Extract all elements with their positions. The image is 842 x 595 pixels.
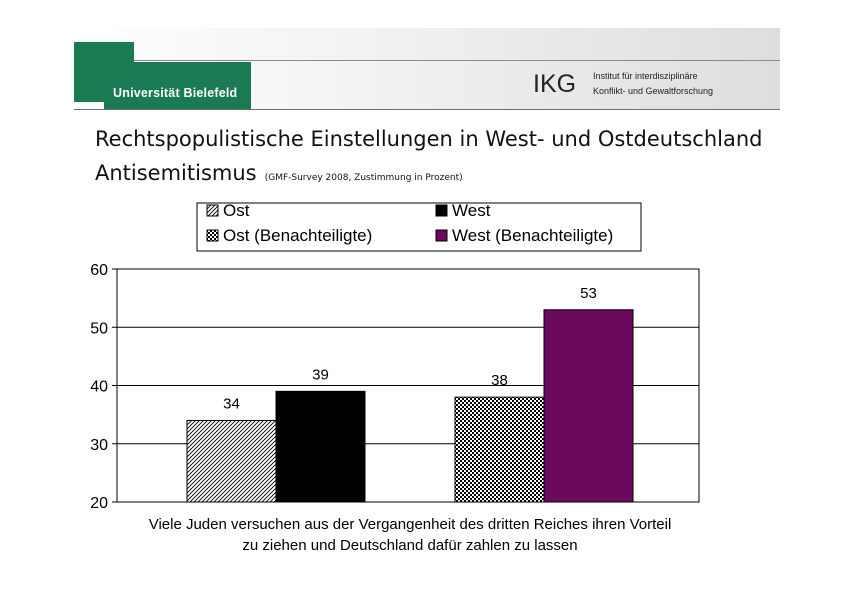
legend-label: West: [452, 201, 491, 220]
header-divider: [134, 60, 780, 61]
bar: [543, 309, 634, 503]
data-label: 39: [312, 366, 329, 383]
y-tick-label: 20: [90, 495, 108, 512]
legend-box: [196, 202, 642, 252]
institute-name-line1: Institut für interdisziplinäre: [593, 71, 698, 81]
bar: [454, 396, 545, 503]
data-label: 53: [580, 285, 597, 302]
data-label: 38: [491, 372, 508, 389]
legend-label: West (Benachteiligte): [452, 226, 613, 245]
legend-swatch: [206, 229, 219, 242]
y-tick-label: 60: [90, 262, 108, 279]
category-label: Viele Juden versuchen aus der Vergangenh…: [149, 516, 672, 533]
bar: [186, 419, 277, 503]
bar: [275, 390, 366, 503]
header-bottom-rule: [74, 109, 780, 110]
university-logo-bar: [104, 62, 251, 109]
legend-label: Ost (Benachteiligte): [223, 226, 372, 245]
legend-swatch: [206, 204, 219, 217]
y-tick-label: 30: [90, 437, 108, 454]
data-label: 34: [223, 395, 240, 412]
legend-label: Ost: [223, 201, 250, 220]
legend-swatch: [435, 204, 448, 217]
institute-abbreviation: IKG: [533, 70, 577, 98]
slide-title: Rechtspopulistische Einstellungen in Wes…: [95, 127, 763, 151]
slide-subtitle-row: Antisemitismus (GMF-Survey 2008, Zustimm…: [95, 161, 463, 185]
legend-swatch: [435, 229, 448, 242]
university-logo-text: Universität Bielefeld: [113, 86, 238, 100]
y-tick-label: 40: [90, 379, 108, 396]
slide-subtitle: Antisemitismus: [95, 161, 257, 185]
source-note: (GMF-Survey 2008, Zustimmung in Prozent): [264, 173, 463, 183]
category-label: zu ziehen und Deutschland dafür zahlen z…: [242, 537, 577, 554]
institute-name-line2: Konflikt- und Gewaltforschung: [593, 86, 714, 96]
y-tick-label: 50: [90, 320, 108, 337]
